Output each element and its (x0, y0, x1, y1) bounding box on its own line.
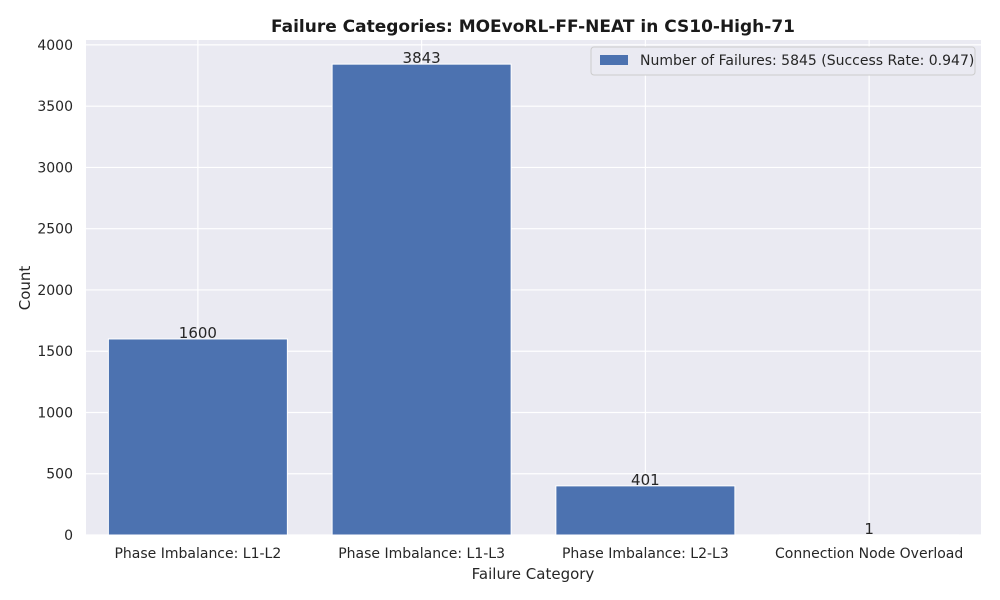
x-tick-label: Connection Node Overload (775, 546, 963, 562)
y-tick-label: 1500 (37, 344, 73, 360)
y-tick-label: 2500 (37, 222, 73, 238)
y-tick-label: 3500 (37, 99, 73, 115)
bars (107, 63, 960, 536)
y-tick-label: 3000 (37, 160, 73, 176)
x-axis-ticks: Phase Imbalance: L1-L2 Phase Imbalance: L… (114, 546, 963, 562)
bar-value-label: 1600 (179, 324, 217, 342)
legend-label: Number of Failures: 5845 (Success Rate: … (640, 53, 974, 69)
bar (107, 338, 288, 536)
x-tick-label: Phase Imbalance: L1-L3 (338, 546, 505, 562)
y-axis-label: Count (16, 266, 34, 311)
bar-value-label: 1 (864, 520, 874, 538)
bar (555, 485, 736, 536)
data-labels: 1600 3843 401 1 (179, 49, 874, 538)
x-tick-label: Phase Imbalance: L1-L2 (114, 546, 281, 562)
y-tick-label: 2000 (37, 283, 73, 299)
x-axis-label: Failure Category (472, 565, 595, 583)
chart-title: Failure Categories: MOEvoRL-FF-NEAT in C… (271, 17, 795, 37)
y-tick-label: 0 (64, 528, 73, 544)
y-tick-label: 500 (46, 467, 73, 483)
legend: Number of Failures: 5845 (Success Rate: … (590, 46, 976, 76)
y-tick-label: 4000 (37, 38, 73, 54)
bar-value-label: 401 (631, 471, 660, 489)
y-axis-ticks: 0 500 1000 1500 2000 2500 3000 3500 4000 (37, 38, 73, 544)
legend-swatch (600, 55, 628, 65)
bar-value-label: 3843 (403, 49, 441, 67)
x-tick-label: Phase Imbalance: L2-L3 (562, 546, 729, 562)
bar (331, 63, 512, 536)
legend-box (590, 46, 976, 76)
y-tick-label: 1000 (37, 405, 73, 421)
